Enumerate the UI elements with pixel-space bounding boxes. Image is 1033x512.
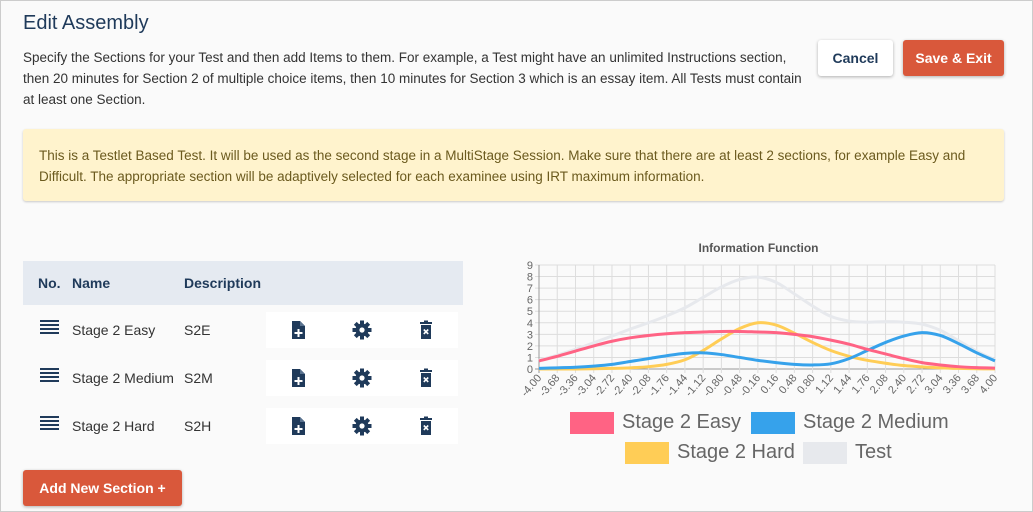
- y-tick-label: 6: [527, 295, 533, 307]
- legend-label: Stage 2 Medium: [803, 411, 949, 433]
- series-line-test: [538, 275, 996, 362]
- section-description: S2M: [184, 370, 213, 386]
- delete-trash-icon[interactable]: [416, 368, 436, 388]
- x-tick-label: 3.68: [959, 372, 982, 396]
- section-actions: [266, 360, 458, 396]
- x-tick-label: 1.76: [850, 372, 873, 396]
- legend-item[interactable]: Stage 2 Easy: [570, 411, 741, 434]
- legend-swatch: [751, 411, 795, 434]
- series-line-stage-2-medium: [538, 331, 996, 370]
- y-tick-label: 3: [527, 329, 533, 341]
- series-line-stage-2-hard: [539, 321, 996, 371]
- x-tick-label: 3.36: [941, 372, 964, 396]
- settings-gear-icon[interactable]: [352, 368, 372, 388]
- settings-gear-icon[interactable]: [352, 320, 372, 340]
- legend-label: Stage 2 Easy: [622, 411, 741, 433]
- y-tick-label: 7: [527, 283, 533, 295]
- cancel-button[interactable]: Cancel: [818, 40, 893, 76]
- series-line-stage-2-easy: [538, 329, 996, 370]
- section-description: S2E: [184, 322, 211, 338]
- x-tick-label: 0.48: [777, 372, 800, 396]
- section-description: S2H: [184, 418, 212, 434]
- section-name: Stage 2 Hard: [72, 418, 155, 434]
- testlet-alert: This is a Testlet Based Test. It will be…: [23, 129, 1004, 201]
- legend-item[interactable]: Stage 2 Hard: [625, 441, 795, 464]
- y-tick-label: 1: [527, 352, 533, 364]
- section-name: Stage 2 Easy: [72, 322, 156, 338]
- add-new-section-button[interactable]: Add New Section +: [23, 470, 182, 506]
- header-name: Name: [72, 275, 111, 291]
- information-function-chart: 0123456789-4.00-3.68-3.36-3.04-2.72-2.40…: [519, 260, 1000, 399]
- drag-handle-icon[interactable]: [40, 416, 59, 432]
- x-tick-label: 0.16: [758, 372, 781, 396]
- section-row: Stage 2 Medium S2M: [23, 355, 463, 401]
- delete-trash-icon[interactable]: [416, 416, 436, 436]
- legend-label: Stage 2 Hard: [677, 441, 795, 463]
- x-tick-label: -0.16: [738, 372, 763, 399]
- y-tick-label: 9: [527, 260, 533, 272]
- legend-swatch: [625, 441, 669, 464]
- drag-handle-icon[interactable]: [40, 368, 59, 384]
- x-tick-label: 2.40: [886, 372, 909, 396]
- y-tick-label: 0: [527, 364, 533, 376]
- legend-label: Test: [855, 441, 892, 463]
- legend-item[interactable]: Test: [803, 441, 892, 464]
- x-tick-label: 1.12: [813, 372, 836, 396]
- legend-swatch: [803, 441, 847, 464]
- drag-handle-icon[interactable]: [40, 320, 59, 336]
- sections-table-header: No. Name Description: [23, 261, 463, 305]
- page-description: Specify the Sections for your Test and t…: [23, 50, 802, 107]
- save-exit-button[interactable]: Save & Exit: [903, 40, 1004, 76]
- x-tick-label: 4.00: [977, 372, 1000, 396]
- legend-item[interactable]: Stage 2 Medium: [751, 411, 949, 434]
- y-tick-label: 2: [527, 341, 533, 353]
- delete-trash-icon[interactable]: [416, 320, 436, 340]
- x-tick-label: 2.72: [904, 372, 927, 396]
- chart-title: Information Function: [698, 241, 819, 255]
- add-items-icon[interactable]: [288, 416, 308, 436]
- y-tick-label: 4: [527, 318, 533, 330]
- section-name: Stage 2 Medium: [72, 370, 174, 386]
- section-row: Stage 2 Easy S2E: [23, 307, 463, 353]
- x-tick-label: 2.08: [868, 372, 891, 396]
- x-tick-label: 1.44: [831, 372, 854, 396]
- x-tick-label: 3.04: [923, 372, 946, 396]
- page-title: Edit Assembly: [23, 12, 149, 34]
- section-actions: [266, 312, 458, 348]
- y-tick-label: 8: [527, 272, 533, 284]
- header-description: Description: [184, 275, 262, 291]
- legend-swatch: [570, 411, 614, 434]
- section-actions: [266, 408, 458, 444]
- add-items-icon[interactable]: [288, 320, 308, 340]
- x-tick-label: 0.80: [795, 372, 818, 396]
- header-no: No.: [38, 275, 61, 291]
- add-items-icon[interactable]: [288, 368, 308, 388]
- settings-gear-icon[interactable]: [352, 416, 372, 436]
- y-tick-label: 5: [527, 306, 533, 318]
- section-row: Stage 2 Hard S2H: [23, 403, 463, 449]
